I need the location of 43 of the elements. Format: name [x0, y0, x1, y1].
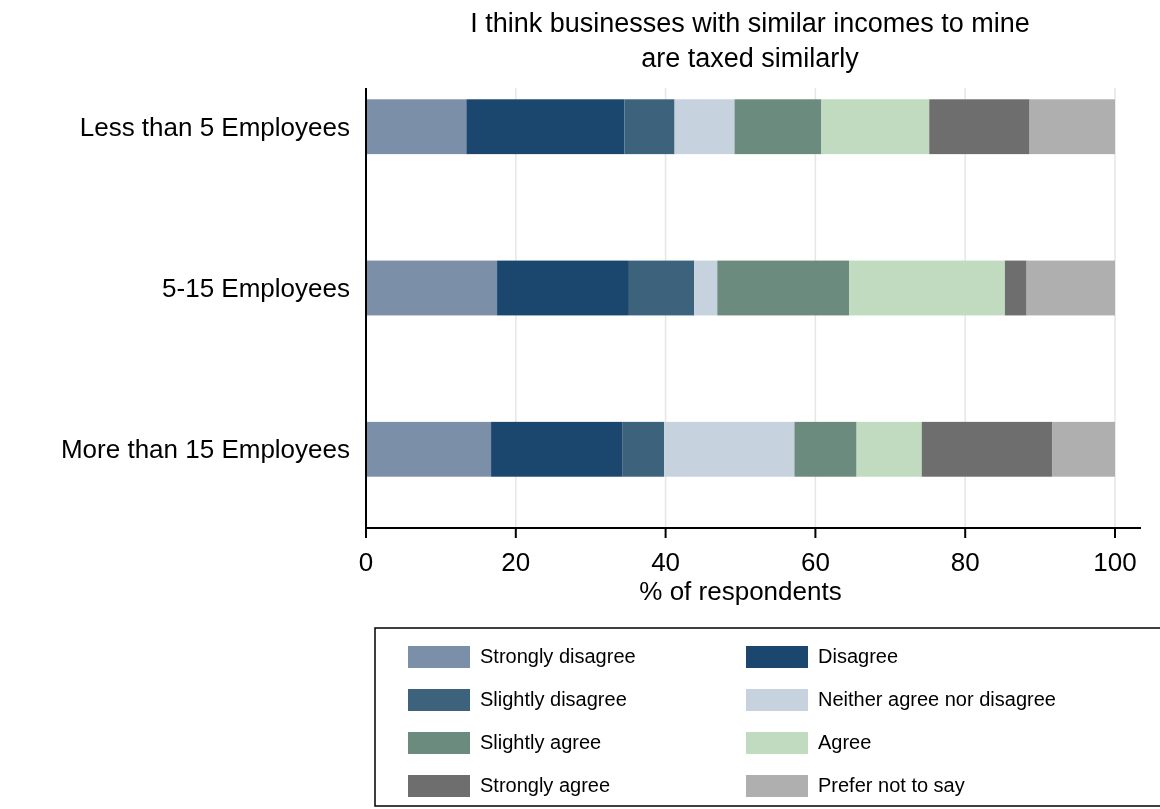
- bar: [1029, 99, 1115, 155]
- bar: [849, 260, 1005, 316]
- bar: [366, 260, 498, 316]
- legend-label: Slightly disagree: [480, 688, 627, 710]
- bar: [717, 260, 850, 316]
- legend-label: Neither agree nor disagree: [818, 688, 1056, 710]
- chart-title: I think businesses with similar incomes to mine are taxed similarly: [470, 8, 1030, 73]
- bar: [1052, 421, 1115, 477]
- legend-label: Agree: [818, 731, 872, 753]
- bar: [664, 421, 795, 477]
- legend-label: Strongly disagree: [480, 645, 636, 667]
- bar: [821, 99, 930, 155]
- y-tick-label: More than 15 Employees: [60, 434, 350, 465]
- x-tick-label: 20: [501, 547, 531, 577]
- bar: [694, 260, 718, 316]
- legend-label: Prefer not to say: [818, 774, 965, 796]
- bar: [466, 99, 625, 155]
- bar: [497, 260, 629, 316]
- bar: [734, 99, 822, 155]
- x-tick-label: 60: [800, 547, 830, 577]
- x-tick-label: 0: [358, 547, 374, 577]
- bar: [491, 421, 623, 477]
- x-tick-label: 80: [950, 547, 980, 577]
- legend-label: Strongly agree: [480, 774, 611, 796]
- bar: [929, 99, 1030, 155]
- bar: [856, 421, 922, 477]
- bar: [366, 421, 492, 477]
- x-tick-label: 40: [651, 547, 681, 577]
- y-tick-label: Less than 5 Employees: [79, 111, 350, 142]
- bar: [628, 260, 695, 316]
- bar: [921, 421, 1053, 477]
- legend-label: Disagree: [818, 645, 899, 667]
- bar: [674, 99, 735, 155]
- bar: [1026, 260, 1115, 316]
- bar: [622, 421, 665, 477]
- x-axis-title: % of respondents: [639, 576, 842, 606]
- bar: [366, 99, 467, 155]
- legend-label: Slightly agree: [480, 731, 602, 753]
- y-tick-label: 5-15 Employees: [162, 273, 350, 303]
- bar: [794, 421, 857, 477]
- bar: [624, 99, 675, 155]
- bar: [1004, 260, 1027, 316]
- x-tick-label: 100: [1093, 547, 1137, 577]
